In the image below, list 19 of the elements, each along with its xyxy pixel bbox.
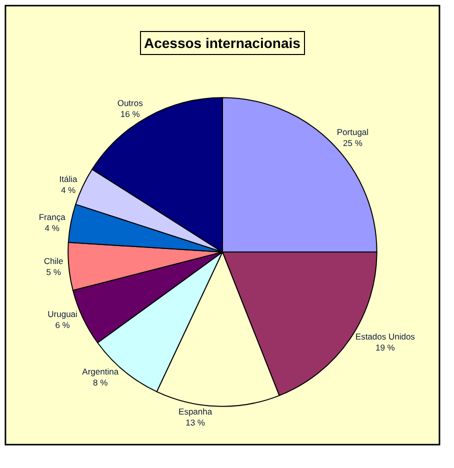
slice-label: Espanha: [178, 406, 212, 416]
slice-label: Estados Unidos: [355, 332, 415, 342]
data-label: 4 %: [44, 223, 60, 234]
data-label: 8 %: [93, 378, 108, 388]
slice-label: Chile: [44, 256, 64, 266]
slice-label: Uruguai: [48, 309, 78, 320]
chart-title: Acessos internacionais: [144, 35, 301, 51]
data-label: 19 %: [375, 342, 396, 353]
data-label: 5 %: [46, 267, 62, 278]
slice-label: França: [38, 212, 66, 222]
data-label: 6 %: [55, 320, 70, 330]
data-label: 25 %: [343, 138, 363, 148]
data-label: 16 %: [120, 109, 140, 120]
slice-label: Itália: [59, 174, 78, 184]
data-label: 13 %: [186, 417, 206, 428]
data-label: 4 %: [60, 184, 76, 195]
slice-label: Portugal: [336, 127, 369, 138]
slice-label: Outros: [117, 98, 143, 108]
slice-label: Argentina: [82, 366, 119, 377]
